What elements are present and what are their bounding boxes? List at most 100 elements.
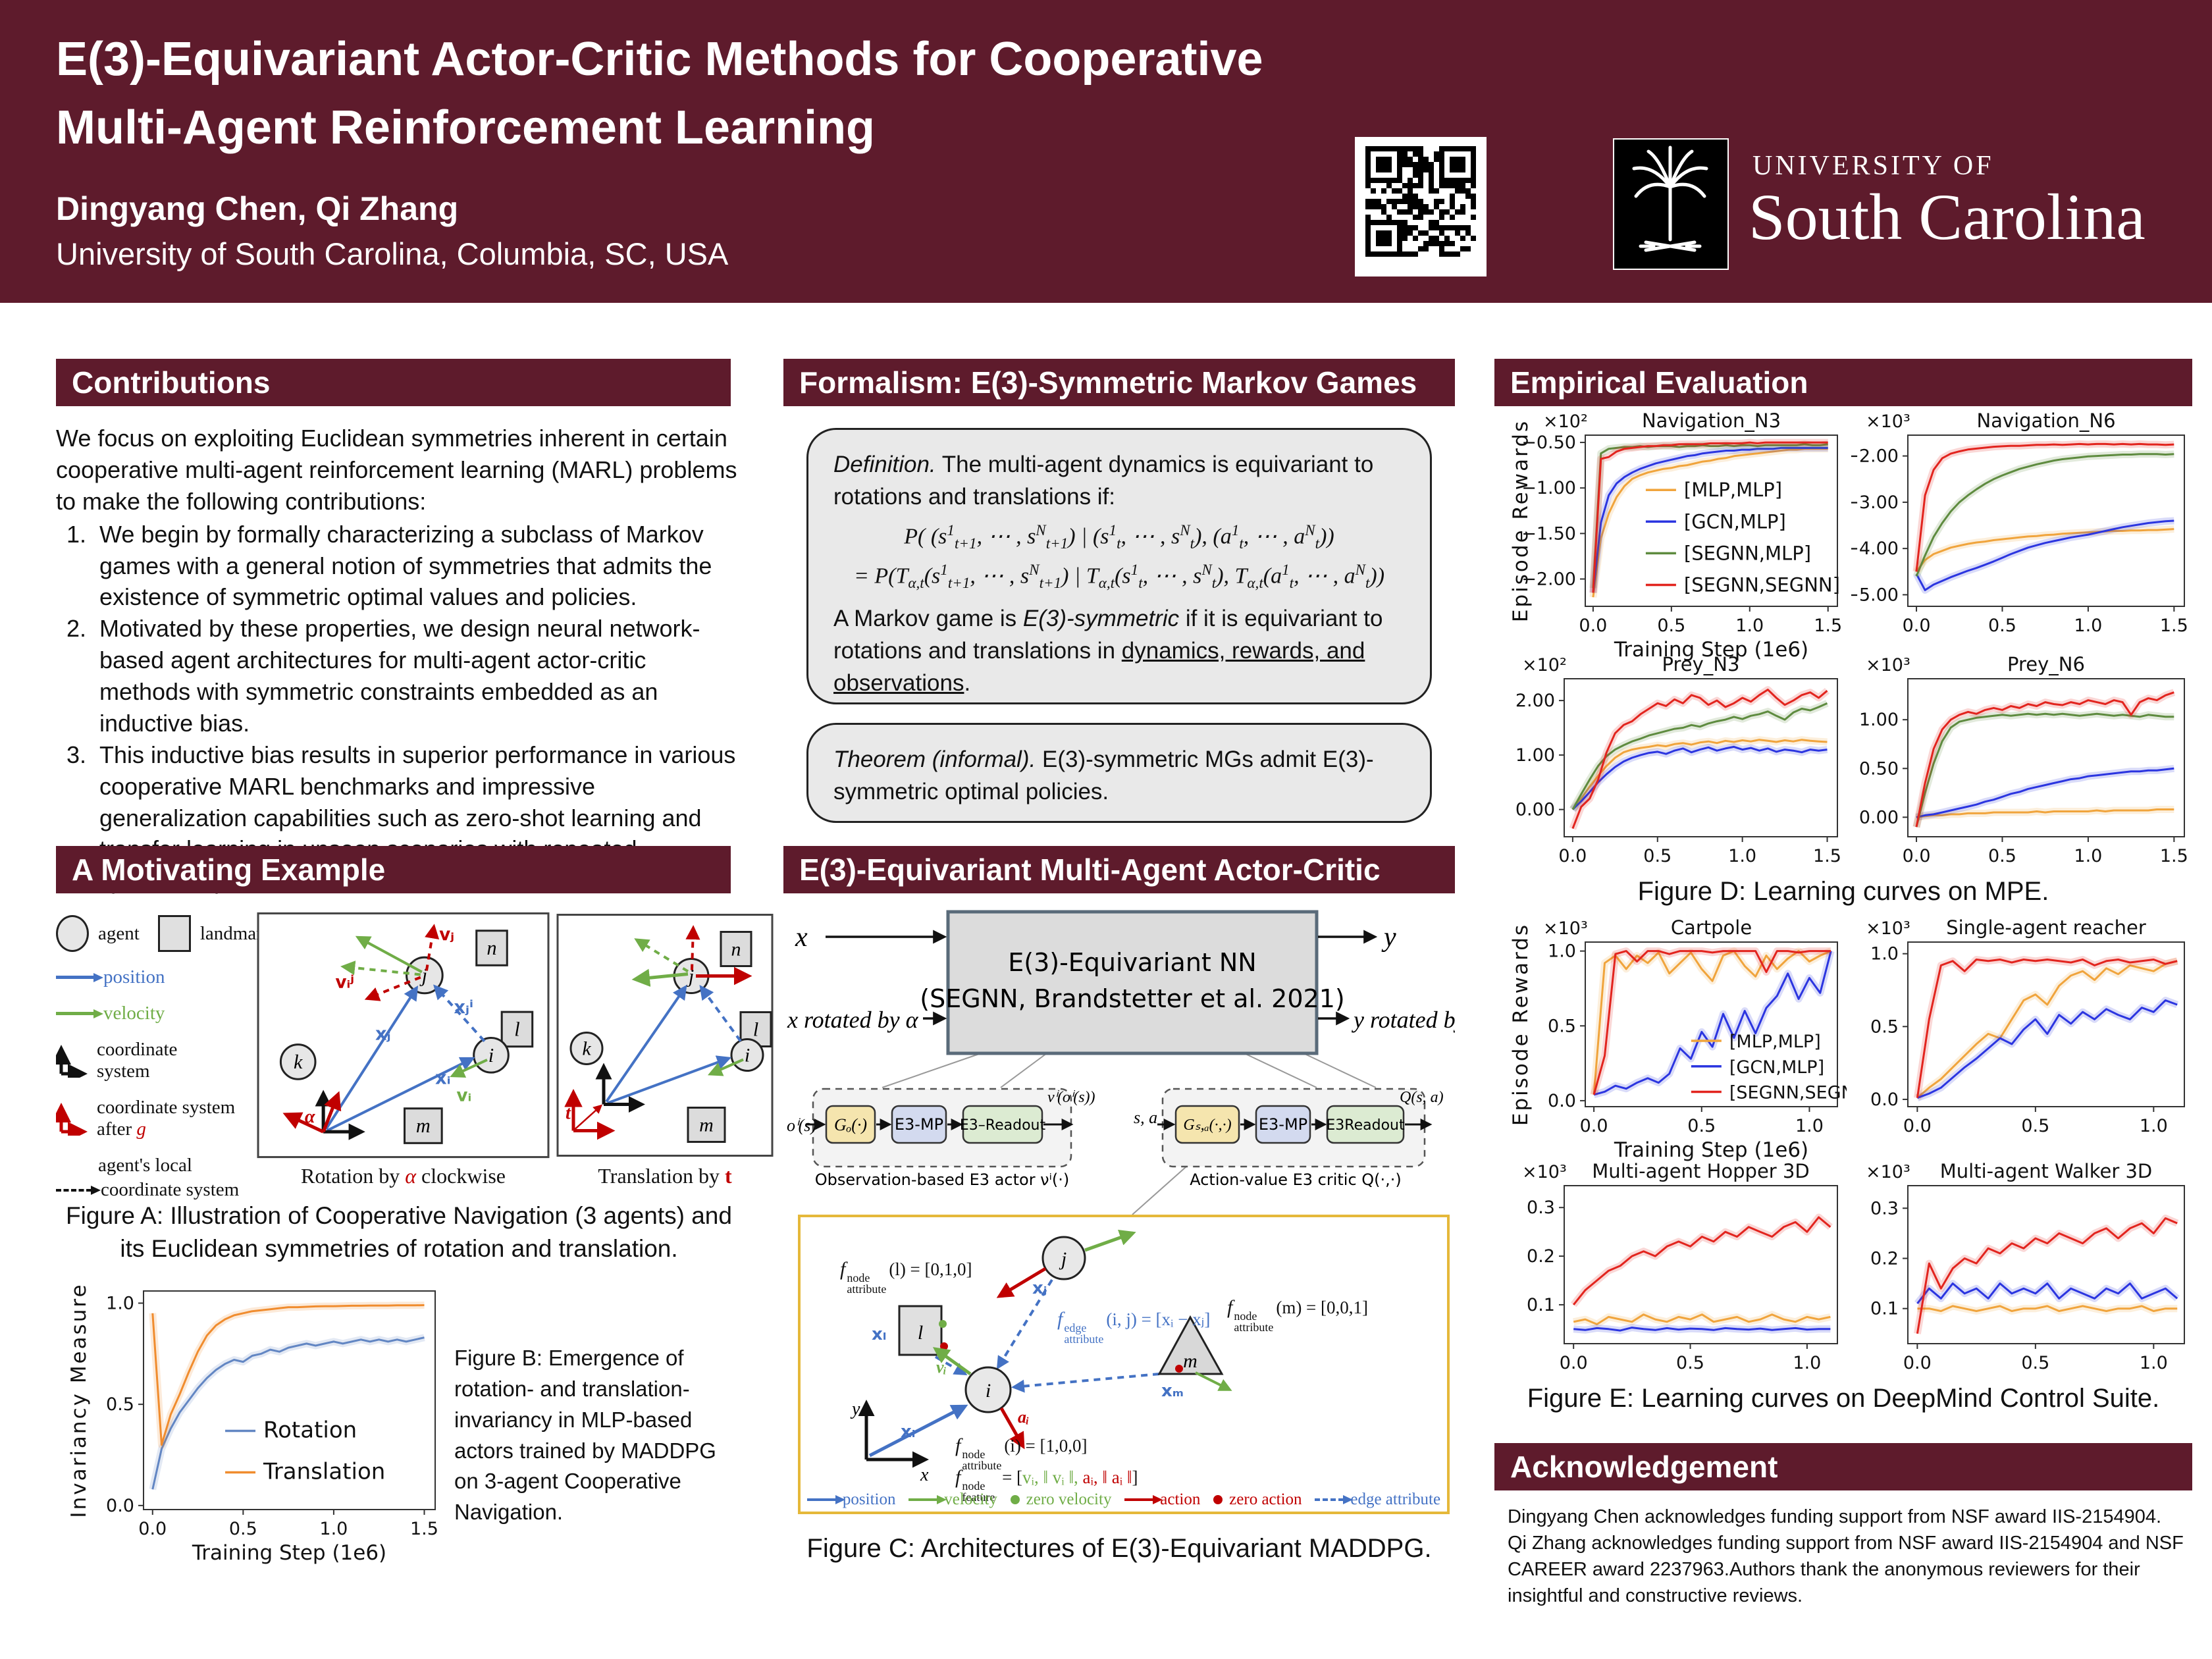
svg-text:Cartpole: Cartpole	[1671, 916, 1752, 939]
equation-line-1: P( (s1t+1, ⋯ , sNt+1) | (s1t, ⋯ , sNt), …	[904, 522, 1334, 553]
svg-text:n: n	[487, 937, 496, 959]
legend-row-coordinate-after-g: coordinate system after g	[56, 1097, 253, 1140]
svg-text:1.0: 1.0	[1793, 1353, 1821, 1373]
svg-text:Training Step (1e6): Training Step (1e6)	[1614, 1138, 1808, 1162]
rotated-coord-velocity-ij	[364, 976, 421, 1001]
svg-text:0.0: 0.0	[1903, 846, 1931, 866]
svg-text:Episode Rewards: Episode Rewards	[1509, 923, 1533, 1126]
velocity-arrow-j	[1084, 1229, 1136, 1252]
figure-b-caption: Figure B: Emergence of rotation- and tra…	[454, 1346, 716, 1525]
svg-text:0.0: 0.0	[1580, 1116, 1608, 1136]
svg-text:Rotation: Rotation	[263, 1417, 357, 1443]
poster-title: E(3)-Equivariant Actor-Critic Methods fo…	[56, 25, 1263, 162]
svg-text:0.5: 0.5	[1988, 616, 2016, 636]
chart-single-agent-reacher: 0.0 0.5 1.0 0.0 0.5 1.0 Single-agent reacher ×1…	[1851, 912, 2194, 1140]
svg-text:1.0: 1.0	[1735, 616, 1764, 636]
velocity-arrow-i	[932, 1347, 972, 1376]
critic-readout-block	[1326, 1105, 1405, 1144]
section-header-contributions: Contributions	[56, 359, 731, 406]
landmark-m	[687, 1107, 726, 1143]
actor-caption: Observation-based E3 actor νⁱ(·)	[815, 1171, 1069, 1189]
position-arrow-icon	[56, 973, 103, 982]
velocity-arrow-icon	[56, 1009, 103, 1018]
svg-text:−2.00: −2.00	[1521, 569, 1576, 590]
graph-node-l	[898, 1305, 943, 1356]
edge-m-to-i	[1011, 1373, 1160, 1393]
svg-text:0.5: 0.5	[106, 1394, 134, 1415]
figure-a-caption: Figure A: Illustration of Cooperative Na…	[66, 1202, 732, 1262]
figure-c-graph-box: j xⱼ l xₗ m xₘ i vᵢ aᵢ y	[798, 1215, 1450, 1514]
legend-label: agent's local	[98, 1155, 192, 1176]
svg-text:y: y	[850, 1399, 860, 1419]
svg-text:Prey_N3: Prey_N3	[1662, 653, 1740, 675]
svg-text:xₗ: xₗ	[872, 1325, 886, 1344]
zero velocity-icon	[1010, 1495, 1020, 1504]
svg-text:−1.00: −1.00	[1521, 478, 1576, 498]
svg-text:1.0: 1.0	[1728, 846, 1756, 866]
markov-symmetric-text: A Markov game is E(3)-symmetric if it is…	[833, 605, 1383, 696]
rotated-y-axis	[321, 1091, 342, 1133]
svg-text:0.5: 0.5	[1988, 846, 2016, 866]
velocity-arrow-i	[707, 1058, 744, 1076]
position-arrow-to-j	[605, 984, 687, 1103]
svg-text:1.5: 1.5	[2160, 616, 2188, 636]
contributions-list: We begin by formally characterizing a su…	[56, 519, 742, 897]
section-header-motivating-example: A Motivating Example	[56, 846, 731, 893]
critic-caption: Action-value E3 critic Q(·,·)	[1190, 1171, 1402, 1189]
axes-after-g-icon	[56, 1103, 88, 1136]
svg-text:α: α	[305, 1107, 316, 1127]
velocity-icon	[908, 1495, 947, 1504]
section-title: Acknowledgement	[1510, 1450, 1778, 1484]
legend-row-velocity: velocity	[56, 1003, 253, 1024]
actor-readout-block	[962, 1105, 1043, 1144]
svg-text:0.1: 0.1	[1870, 1299, 1899, 1319]
svg-text:E(3)-Equivariant NN: E(3)-Equivariant NN	[1008, 948, 1256, 977]
svg-text:0.00: 0.00	[1859, 807, 1899, 828]
svg-text:−5.00: −5.00	[1851, 585, 1899, 605]
svg-text:1.00: 1.00	[1859, 710, 1899, 730]
critic-embedding-block	[1174, 1105, 1240, 1144]
svg-text:Gₛ,ₐ(·,·): Gₛ,ₐ(·,·)	[1183, 1117, 1231, 1134]
legend-label: position	[103, 966, 165, 988]
usc-logo	[1613, 138, 1729, 270]
section-title: A Motivating Example	[72, 853, 386, 887]
svg-text:E3-MP: E3-MP	[1259, 1115, 1307, 1134]
graph-node-j	[1041, 1236, 1086, 1280]
svg-text:Training Step (1e6): Training Step (1e6)	[1614, 638, 1808, 662]
svg-text:Navigation_N6: Navigation_N6	[1976, 409, 2115, 432]
contributions-intro: We focus on exploiting Euclidean symmetr…	[56, 425, 737, 515]
svg-text:[SEGNN,SEGNN]: [SEGNN,SEGNN]	[1684, 574, 1840, 596]
svg-text:0.5: 0.5	[1687, 1116, 1716, 1136]
svg-text:[SEGNN,SEGNN]: [SEGNN,SEGNN]	[1729, 1083, 1847, 1103]
equivariant-nn-diagram: E(3)-Equivariant NN (SEGNN, Brandstetter…	[787, 910, 1455, 1055]
svg-text:0.00: 0.00	[1515, 800, 1555, 820]
svg-text:E3-MP: E3-MP	[895, 1115, 943, 1134]
svg-text:Invariancy Measure: Invariancy Measure	[67, 1282, 91, 1517]
landmark-n	[720, 931, 752, 967]
zero-action-dot-l	[940, 1342, 948, 1350]
svg-text:0.0: 0.0	[106, 1496, 134, 1516]
svg-text:1.5: 1.5	[2160, 846, 2188, 866]
legend-row-agent-landmark: agent landmark	[56, 915, 272, 952]
figure-d-caption: Figure D: Learning curves on MPE.	[1637, 877, 2049, 906]
svg-text:0.0: 0.0	[1870, 1090, 1899, 1110]
figure-a-panel-rotation: n l m k j i xⱼ xᵢ xⱼⁱ vⱼ vᵢʲ vᵢ α	[257, 912, 550, 1159]
svg-text:[GCN,MLP]: [GCN,MLP]	[1684, 510, 1786, 533]
svg-text:1.5: 1.5	[1814, 616, 1842, 636]
svg-text:1.0: 1.0	[2074, 846, 2102, 866]
svg-text:t: t	[566, 1103, 571, 1124]
panel-rotation-caption: Rotation by α clockwise	[301, 1164, 506, 1188]
svg-text:j: j	[1059, 1248, 1066, 1270]
svg-text:xᵢ: xᵢ	[435, 1068, 451, 1088]
output-y-rotated-label: y rotated by α	[1352, 1007, 1455, 1033]
definition-box: Definition. The multi-agent dynamics is …	[806, 428, 1432, 704]
svg-text:0.5: 0.5	[1548, 1016, 1576, 1036]
legend-item-edge-attribute: edge attribute	[1315, 1490, 1440, 1509]
section-title: Formalism: E(3)-Symmetric Markov Games	[799, 365, 1417, 400]
node-attribute-label-i: f node attribute (i) = [1,0,0]	[955, 1435, 1088, 1473]
svg-text:m: m	[699, 1115, 714, 1136]
agent-i	[473, 1037, 510, 1074]
action-arrow-j	[996, 1267, 1047, 1298]
velocity-arrow-i	[450, 1059, 488, 1078]
svg-text:1.0: 1.0	[2074, 616, 2102, 636]
